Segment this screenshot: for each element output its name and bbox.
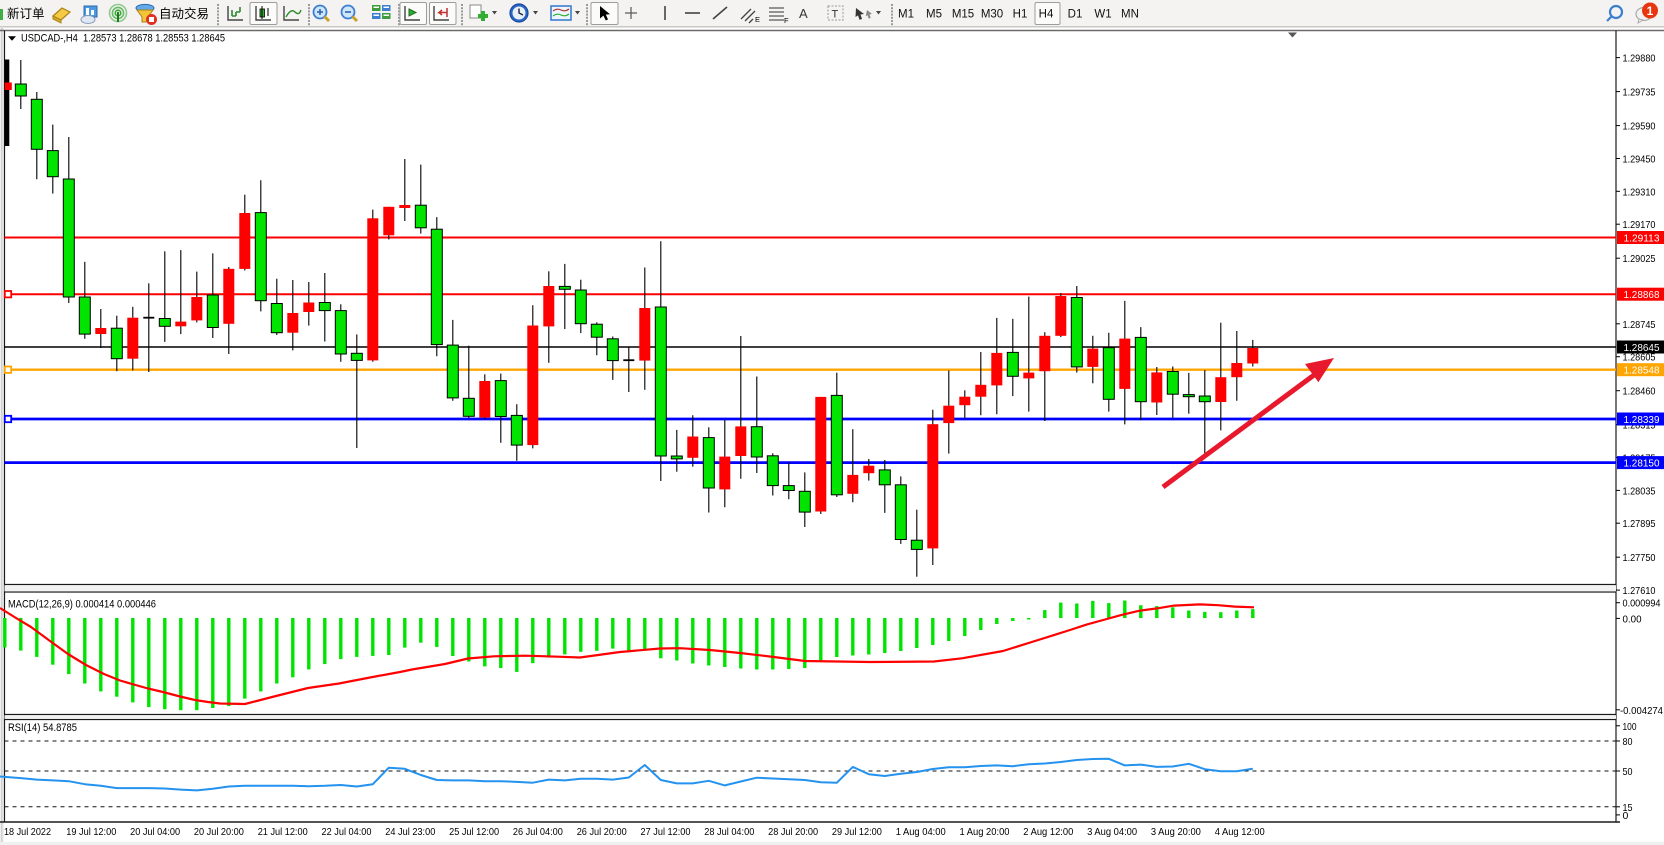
- svg-text:1.28745: 1.28745: [1623, 319, 1656, 331]
- svg-text:D1: D1: [1068, 9, 1083, 21]
- svg-text:3 Aug 04:00: 3 Aug 04:00: [1087, 826, 1137, 838]
- svg-text:M1: M1: [898, 9, 914, 21]
- svg-text:1.28645: 1.28645: [1624, 342, 1660, 354]
- svg-text:18 Jul 2022: 18 Jul 2022: [4, 826, 51, 838]
- svg-text:29 Jul 12:00: 29 Jul 12:00: [832, 826, 882, 838]
- svg-text:1.28150: 1.28150: [1624, 458, 1660, 470]
- svg-text:0.000994: 0.000994: [1623, 598, 1661, 610]
- svg-text:-0.004274: -0.004274: [1620, 705, 1663, 717]
- svg-text:100: 100: [1623, 721, 1637, 733]
- svg-text:1.28548: 1.28548: [1624, 365, 1660, 377]
- svg-text:RSI(14) 54.8785: RSI(14) 54.8785: [8, 722, 77, 734]
- svg-text:1.28460: 1.28460: [1623, 386, 1656, 398]
- svg-text:1.28605: 1.28605: [1623, 352, 1656, 364]
- svg-text:1.27750: 1.27750: [1623, 552, 1656, 564]
- svg-text:1.27895: 1.27895: [1623, 518, 1656, 530]
- svg-text:27 Jul 12:00: 27 Jul 12:00: [641, 826, 691, 838]
- svg-text:20 Jul 04:00: 20 Jul 04:00: [130, 826, 180, 838]
- svg-text:24 Jul 23:00: 24 Jul 23:00: [385, 826, 435, 838]
- svg-text:E: E: [755, 15, 760, 24]
- svg-text:1.29025: 1.29025: [1623, 253, 1656, 265]
- svg-text:1.29170: 1.29170: [1623, 219, 1656, 231]
- svg-text:21 Jul 12:00: 21 Jul 12:00: [258, 826, 308, 838]
- svg-text:1 Aug 20:00: 1 Aug 20:00: [960, 826, 1010, 838]
- svg-text:1.28868: 1.28868: [1624, 289, 1660, 301]
- svg-text:M5: M5: [926, 9, 942, 21]
- svg-text:28 Jul 04:00: 28 Jul 04:00: [704, 826, 754, 838]
- svg-text:USDCAD-,H4 1.28573 1.28678 1.: USDCAD-,H4 1.28573 1.28678 1.28553 1.286…: [21, 33, 225, 45]
- svg-text:26 Jul 20:00: 26 Jul 20:00: [577, 826, 627, 838]
- svg-text:A: A: [799, 6, 808, 21]
- svg-text:19 Jul 12:00: 19 Jul 12:00: [66, 826, 116, 838]
- svg-text:M30: M30: [981, 9, 1003, 21]
- svg-text:M15: M15: [952, 9, 974, 21]
- svg-text:22 Jul 04:00: 22 Jul 04:00: [322, 826, 372, 838]
- svg-text:1.29735: 1.29735: [1623, 87, 1656, 99]
- svg-text:28 Jul 20:00: 28 Jul 20:00: [768, 826, 818, 838]
- svg-text:H4: H4: [1039, 9, 1054, 21]
- svg-text:W1: W1: [1094, 9, 1111, 21]
- svg-text:50: 50: [1623, 766, 1633, 778]
- svg-text:新订单: 新订单: [7, 6, 45, 21]
- svg-text:3 Aug 20:00: 3 Aug 20:00: [1151, 826, 1201, 838]
- svg-text:1.29450: 1.29450: [1623, 154, 1656, 166]
- svg-text:1.27610: 1.27610: [1623, 585, 1656, 597]
- svg-text:25 Jul 12:00: 25 Jul 12:00: [449, 826, 499, 838]
- svg-text:MACD(12,26,9) 0.000414 0.00044: MACD(12,26,9) 0.000414 0.000446: [8, 599, 156, 611]
- svg-text:T: T: [832, 9, 839, 21]
- svg-text:20 Jul 20:00: 20 Jul 20:00: [194, 826, 244, 838]
- svg-text:26 Jul 04:00: 26 Jul 04:00: [513, 826, 563, 838]
- svg-text:80: 80: [1623, 736, 1633, 748]
- svg-text:1.28035: 1.28035: [1623, 485, 1656, 497]
- svg-text:1.28339: 1.28339: [1624, 414, 1660, 426]
- svg-text:1.29880: 1.29880: [1623, 53, 1656, 65]
- svg-text:0: 0: [1623, 810, 1629, 822]
- svg-text:2 Aug 12:00: 2 Aug 12:00: [1023, 826, 1073, 838]
- svg-text:MN: MN: [1121, 9, 1139, 21]
- svg-text:0.00: 0.00: [1623, 613, 1642, 625]
- svg-text:1.29590: 1.29590: [1623, 121, 1656, 133]
- svg-text:1.29113: 1.29113: [1624, 233, 1660, 245]
- svg-text:自动交易: 自动交易: [159, 6, 209, 21]
- svg-text:1 Aug 04:00: 1 Aug 04:00: [896, 826, 946, 838]
- svg-text:4 Aug 12:00: 4 Aug 12:00: [1215, 826, 1265, 838]
- svg-text:1.29310: 1.29310: [1623, 186, 1656, 198]
- svg-text:H1: H1: [1013, 9, 1028, 21]
- svg-text:15: 15: [1623, 802, 1633, 814]
- svg-text:F: F: [784, 16, 789, 25]
- svg-text:1: 1: [1647, 4, 1654, 18]
